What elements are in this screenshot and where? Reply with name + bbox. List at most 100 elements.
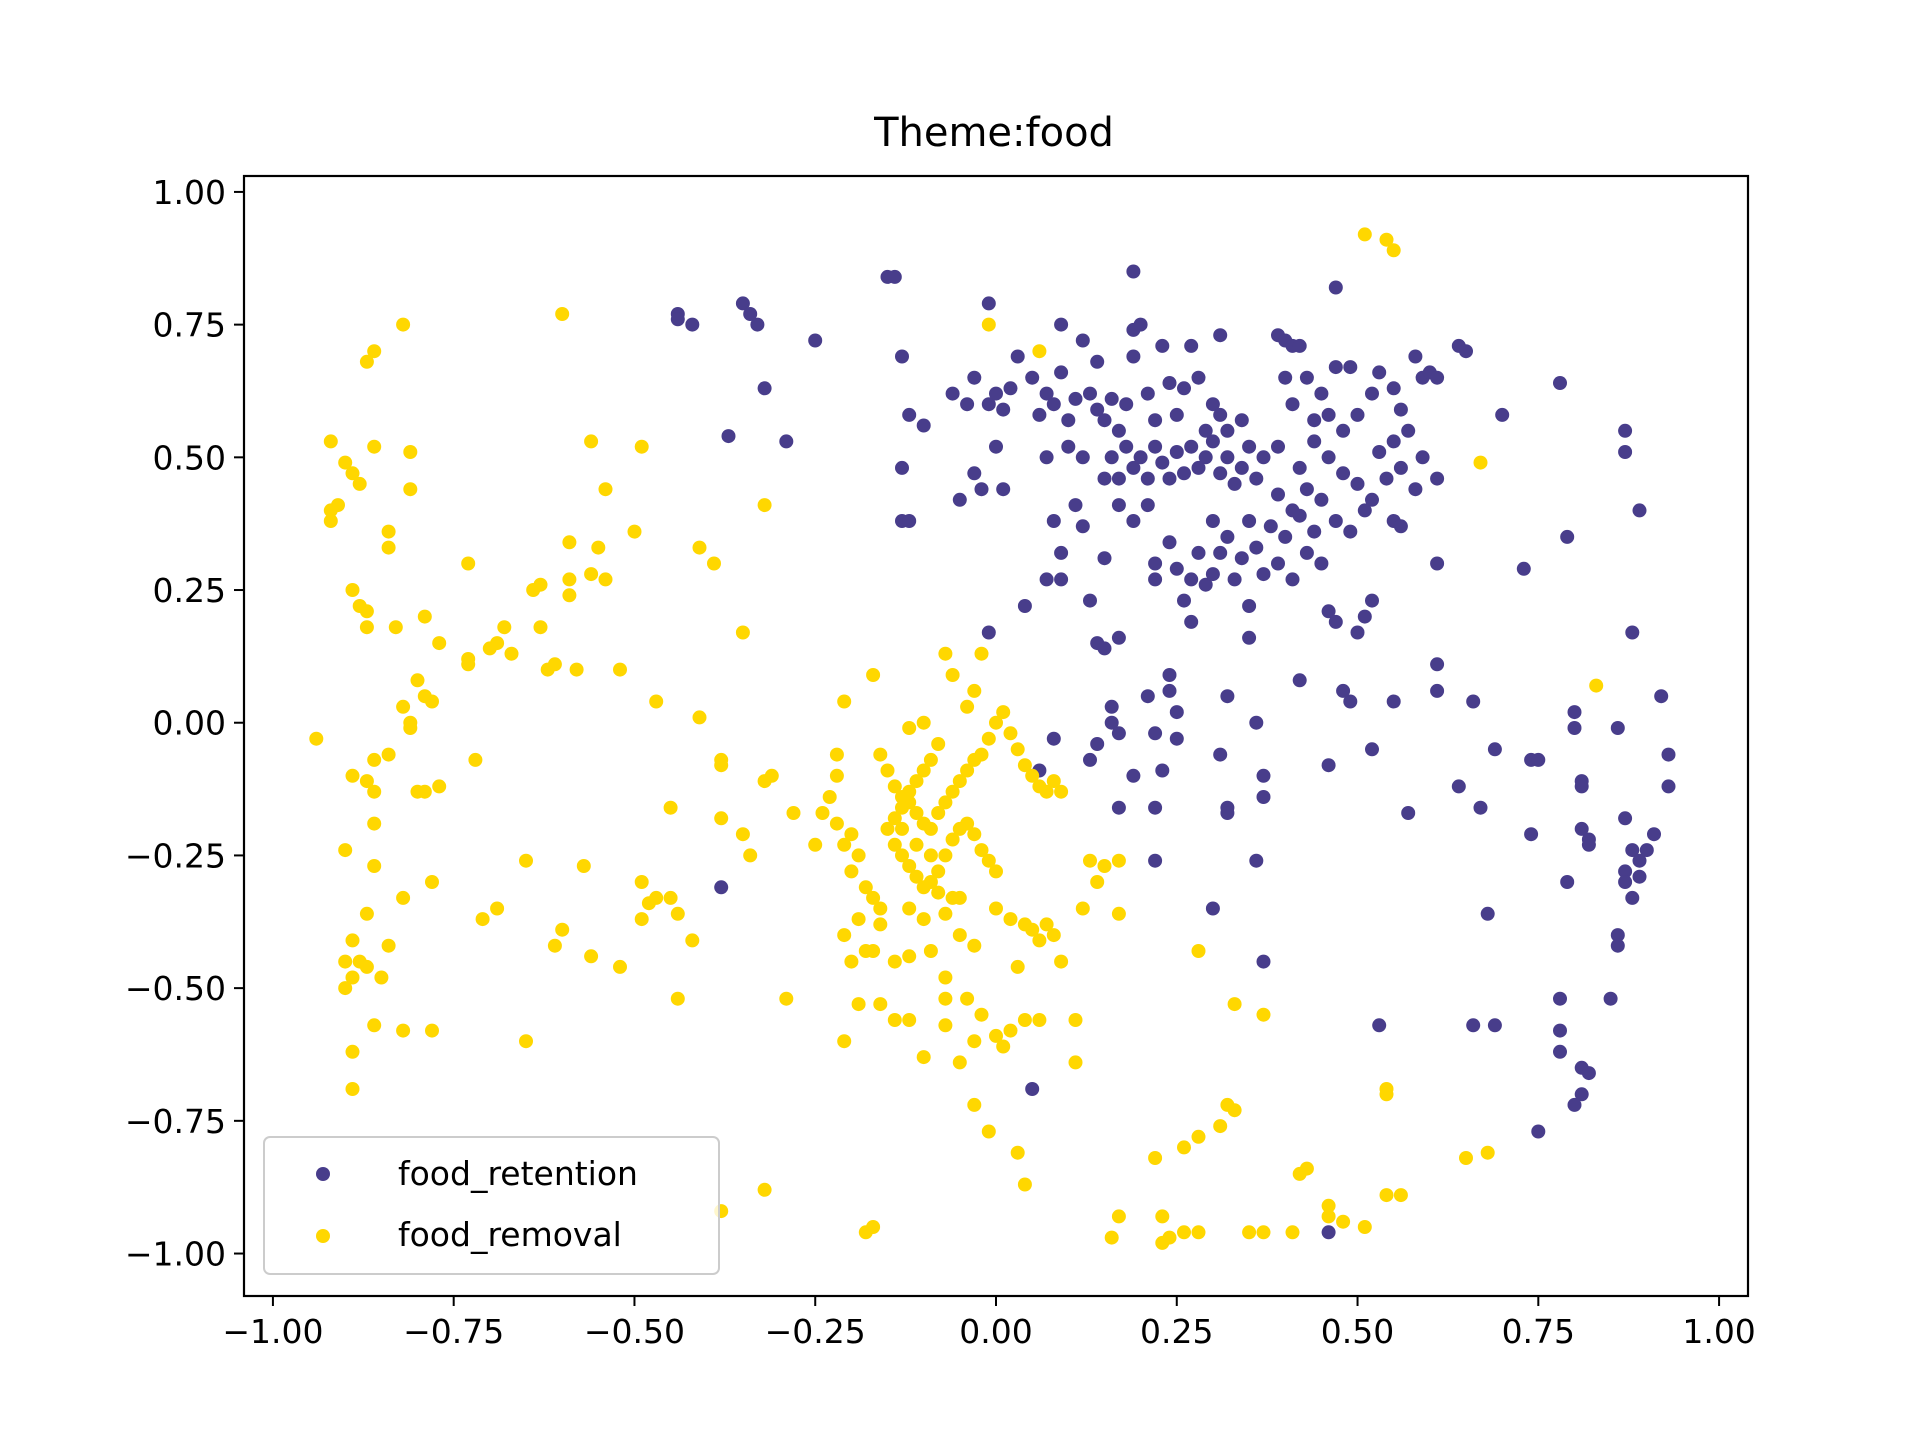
- data-point-food-retention: [1249, 540, 1264, 555]
- data-point-food-removal: [909, 837, 924, 852]
- data-point-food-removal: [851, 912, 866, 927]
- data-point-food-retention: [1430, 683, 1445, 698]
- data-point-food-retention: [1234, 460, 1249, 475]
- data-point-food-retention: [1459, 344, 1473, 359]
- x-tick-label: 0.00: [959, 1312, 1032, 1351]
- data-point-food-removal: [547, 657, 562, 672]
- data-point-food-removal: [757, 1182, 772, 1197]
- data-point-food-removal: [967, 1097, 982, 1112]
- data-point-food-retention: [1278, 370, 1293, 385]
- data-point-food-retention: [1386, 434, 1401, 449]
- data-point-food-removal: [1379, 1087, 1394, 1102]
- data-point-food-removal: [1017, 1013, 1032, 1027]
- data-point-food-removal: [945, 832, 960, 847]
- data-point-food-removal: [887, 779, 902, 794]
- data-point-food-retention: [1075, 450, 1090, 465]
- x-tick-label: −0.25: [765, 1312, 866, 1351]
- data-point-food-removal: [634, 912, 649, 927]
- data-point-food-removal: [974, 1007, 989, 1022]
- data-point-food-removal: [461, 657, 476, 672]
- y-axis: 1.00 0.75 0.50 0.25 0.00 −0.25 −0.50 −0.75 −1.00: [125, 173, 244, 1274]
- data-point-food-retention: [1430, 556, 1445, 571]
- data-point-food-retention: [1314, 492, 1329, 507]
- data-point-food-removal: [1017, 1177, 1032, 1192]
- data-point-food-removal: [873, 917, 888, 932]
- data-point-food-removal: [663, 800, 678, 815]
- data-point-food-retention: [1401, 806, 1416, 820]
- data-point-food-removal: [1111, 906, 1126, 921]
- data-point-food-retention: [1321, 1225, 1336, 1240]
- data-point-food-retention: [1386, 694, 1401, 709]
- data-point-food-removal: [692, 540, 707, 555]
- data-point-food-retention: [1256, 954, 1271, 969]
- data-point-food-removal: [974, 646, 989, 661]
- data-point-food-removal: [866, 890, 881, 905]
- points-layer: [309, 227, 1676, 1250]
- data-point-food-retention: [1372, 445, 1387, 459]
- legend-marker-food-retention: [316, 1167, 330, 1181]
- data-point-food-retention: [1148, 572, 1163, 587]
- data-point-food-removal: [359, 604, 374, 619]
- data-point-food-removal: [1003, 726, 1018, 741]
- data-point-food-retention: [1205, 514, 1220, 528]
- data-point-food-removal: [345, 583, 360, 597]
- data-point-food-removal: [555, 307, 570, 321]
- data-point-food-retention: [1357, 503, 1372, 518]
- data-point-food-removal: [359, 906, 374, 921]
- data-point-food-retention: [1184, 572, 1199, 587]
- data-point-food-removal: [902, 784, 917, 799]
- data-point-food-retention: [1184, 439, 1199, 454]
- data-point-food-retention: [1618, 811, 1633, 826]
- data-point-food-retention: [1350, 476, 1365, 491]
- data-point-food-retention: [1046, 514, 1061, 528]
- data-point-food-retention: [1307, 524, 1322, 539]
- data-point-food-removal: [880, 821, 895, 836]
- data-point-food-removal: [916, 1050, 931, 1065]
- data-point-food-removal: [388, 620, 403, 635]
- data-point-food-retention: [974, 482, 989, 497]
- data-point-food-retention: [1039, 450, 1054, 465]
- data-point-food-retention: [1126, 768, 1141, 783]
- data-point-food-retention: [1111, 471, 1126, 486]
- data-point-food-retention: [1126, 349, 1141, 364]
- data-point-food-retention: [1220, 423, 1235, 438]
- data-point-food-retention: [721, 429, 736, 444]
- data-point-food-retention: [1205, 901, 1220, 916]
- data-point-food-removal: [909, 869, 924, 884]
- data-point-food-retention: [1321, 407, 1336, 422]
- data-point-food-removal: [967, 938, 982, 953]
- data-point-food-retention: [1242, 599, 1257, 613]
- data-point-food-retention: [1256, 790, 1271, 804]
- data-point-food-retention: [1242, 439, 1257, 454]
- data-point-food-retention: [1314, 386, 1329, 401]
- data-point-food-retention: [1386, 381, 1401, 396]
- data-point-food-removal: [634, 439, 649, 454]
- data-point-food-retention: [1408, 349, 1423, 364]
- data-point-food-retention: [1292, 460, 1307, 475]
- data-point-food-removal: [902, 859, 917, 873]
- data-point-food-retention: [1083, 593, 1097, 608]
- data-point-food-retention: [1010, 349, 1025, 364]
- data-point-food-removal: [663, 890, 678, 905]
- data-point-food-retention: [981, 296, 996, 311]
- data-point-food-retention: [895, 460, 909, 475]
- data-point-food-retention: [1430, 657, 1445, 672]
- data-point-food-removal: [902, 949, 917, 964]
- data-point-food-removal: [1083, 853, 1097, 868]
- data-point-food-removal: [960, 699, 975, 714]
- data-point-food-retention: [1111, 630, 1126, 645]
- data-point-food-retention: [1553, 991, 1567, 1006]
- data-point-food-retention: [1618, 445, 1633, 459]
- data-point-food-retention: [1343, 694, 1358, 709]
- data-point-food-retention: [1632, 853, 1647, 868]
- data-point-food-removal: [923, 875, 938, 889]
- data-point-food-removal: [359, 620, 374, 635]
- data-point-food-removal: [938, 991, 953, 1006]
- data-point-food-retention: [1003, 381, 1018, 396]
- data-point-food-removal: [367, 816, 382, 831]
- data-point-food-retention: [1618, 423, 1633, 438]
- data-point-food-removal: [338, 843, 353, 858]
- data-point-food-retention: [1097, 641, 1112, 656]
- data-point-food-retention: [1140, 689, 1155, 704]
